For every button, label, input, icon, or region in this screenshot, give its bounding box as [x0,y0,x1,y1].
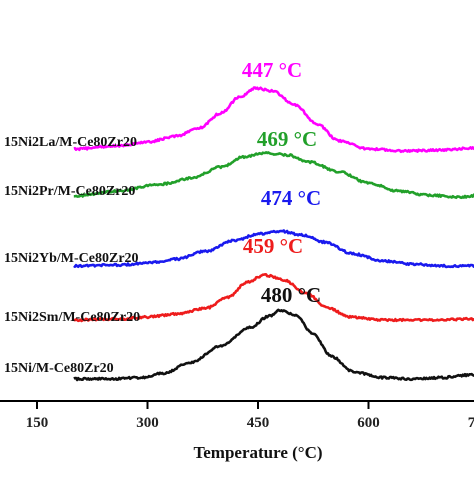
series-layer [73,86,474,382]
series-line [73,229,474,269]
series-label: 15Ni2Sm/M-Ce80Zr20 [4,310,140,325]
series-line [73,86,474,154]
peak-temperature-label: 447 °C [242,58,302,82]
series-label: 15Ni/M-Ce80Zr20 [4,361,114,376]
x-ticks: 150 300 450 600 750 [26,401,474,431]
x-tick-label: 150 [26,415,49,431]
x-tick-label: 300 [136,415,159,431]
x-axis-title: Temperature (°C) [193,443,322,462]
series-label: 15Ni2La/M-Ce80Zr20 [4,135,137,150]
peak-temperature-label: 459 °C [243,234,303,258]
x-tick-label: 450 [247,415,270,431]
series-label: 15Ni2Yb/M-Ce80Zr20 [4,251,139,266]
peak-temperature-label: 474 °C [261,186,321,210]
peak-temperature-label: 469 °C [257,127,317,151]
series-label: 15Ni2Pr/M-Ce80Zr20 [4,184,135,199]
series-line [73,151,474,200]
x-tick-label: 600 [357,415,380,431]
series-line [73,308,474,382]
series-line [73,273,474,323]
x-tick-label: 750 [468,415,474,431]
peak-temperature-label: 480 °C [261,283,321,307]
labels-layer: 15Ni2La/M-Ce80Zr20 447 °C 15Ni2Pr/M-Ce80Zr… [4,58,321,376]
